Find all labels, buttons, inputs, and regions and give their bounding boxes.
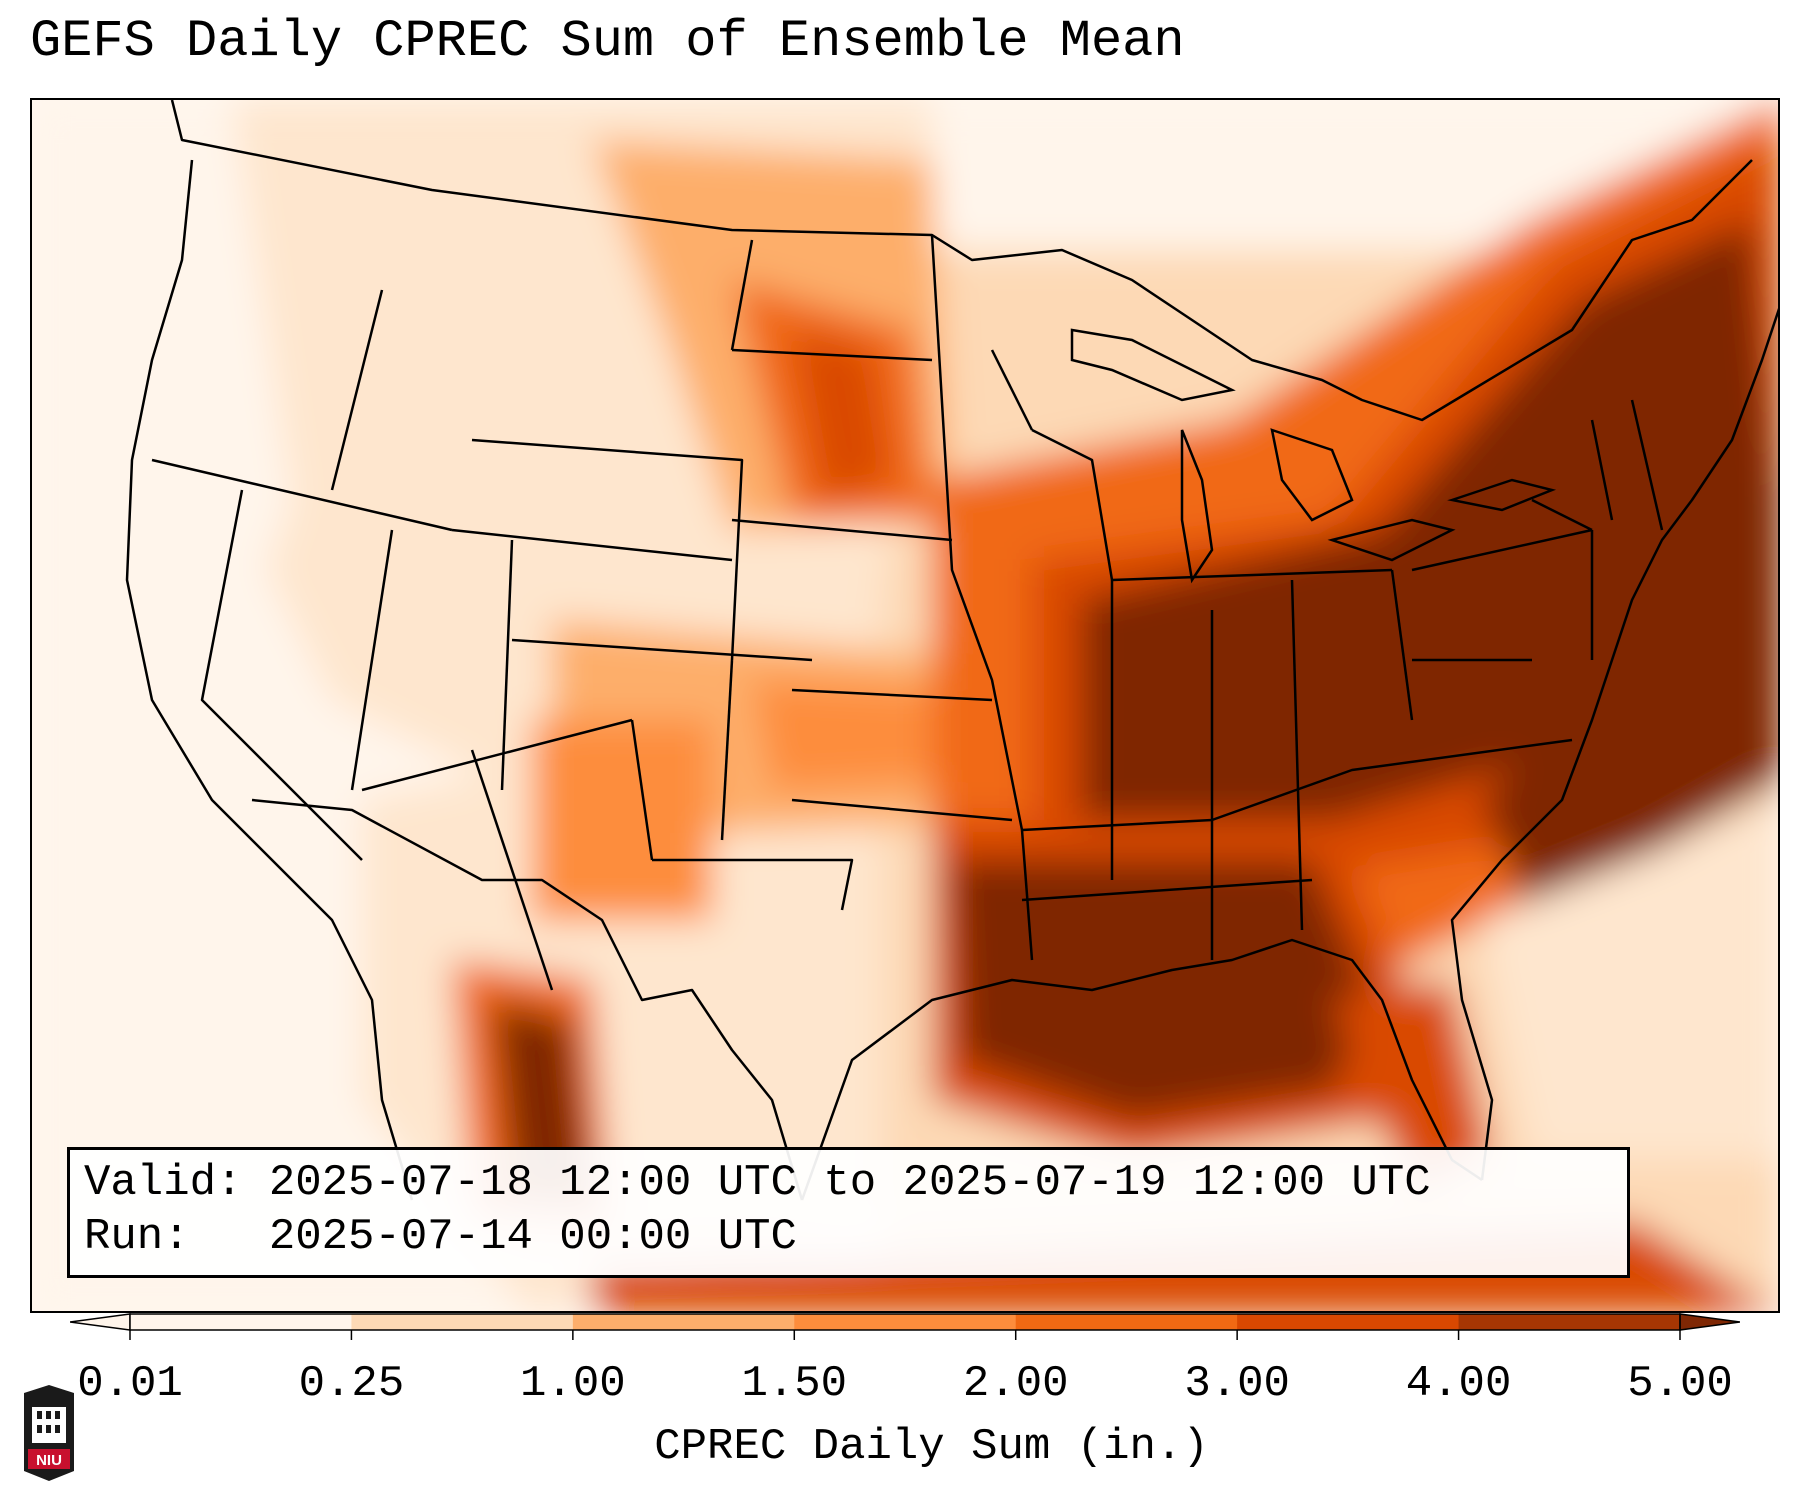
colorbar-segment	[130, 1314, 352, 1330]
colorbar-tick-label: 1.00	[520, 1359, 626, 1409]
colorbar-tick-label: 5.00	[1627, 1359, 1733, 1409]
colorbar-segment	[351, 1314, 574, 1330]
valid-value: 2025-07-18 12:00 UTC to 2025-07-19 12:00…	[268, 1158, 1431, 1208]
svg-text:NIU: NIU	[36, 1452, 62, 1469]
precipitation-map	[30, 98, 1780, 1313]
colorbar-segment	[1015, 1314, 1238, 1330]
niu-logo: NIU	[20, 1385, 78, 1481]
run-value: 2025-07-14 00:00 UTC	[268, 1212, 797, 1262]
map-title: GEFS Daily CPREC Sum of Ensemble Mean	[30, 12, 1185, 71]
map-canvas	[32, 100, 1778, 1311]
colorbar-tick-label: 0.01	[77, 1359, 183, 1409]
colorbar-tick-label: 2.00	[962, 1359, 1069, 1409]
great-lakes	[1070, 328, 1557, 584]
colorbar-segment	[1458, 1314, 1681, 1330]
colorbar-label: CPREC Daily Sum (in.)	[654, 1422, 1209, 1472]
colorbar-tick-label: 3.00	[1184, 1359, 1290, 1409]
colorbar-tick-label: 1.50	[741, 1359, 848, 1409]
valid-row: Valid: 2025-07-18 12:00 UTC to 2025-07-1…	[84, 1156, 1627, 1210]
colorbar-tick-label: 0.25	[298, 1359, 405, 1409]
colorbar-outline	[129, 1313, 1681, 1331]
niu-logo-icon: NIU	[24, 1385, 74, 1481]
colorbar	[69, 1310, 1741, 1370]
colorbar-segment	[1237, 1314, 1460, 1330]
colorbar-extend-high	[1679, 1313, 1741, 1331]
precip-field	[32, 100, 1778, 1311]
valid-label: Valid:	[84, 1158, 243, 1208]
info-box: Valid: 2025-07-18 12:00 UTC to 2025-07-1…	[67, 1147, 1630, 1278]
run-row: Run: 2025-07-14 00:00 UTC	[84, 1210, 1627, 1264]
run-label: Run:	[84, 1212, 190, 1262]
colorbar-segment	[572, 1314, 795, 1330]
state-boundaries	[125, 100, 1778, 1201]
colorbar-tick-label: 4.00	[1405, 1359, 1512, 1409]
colorbar-segment	[794, 1314, 1017, 1330]
colorbar-svg	[69, 1313, 1741, 1340]
colorbar-extend-low	[69, 1313, 131, 1331]
